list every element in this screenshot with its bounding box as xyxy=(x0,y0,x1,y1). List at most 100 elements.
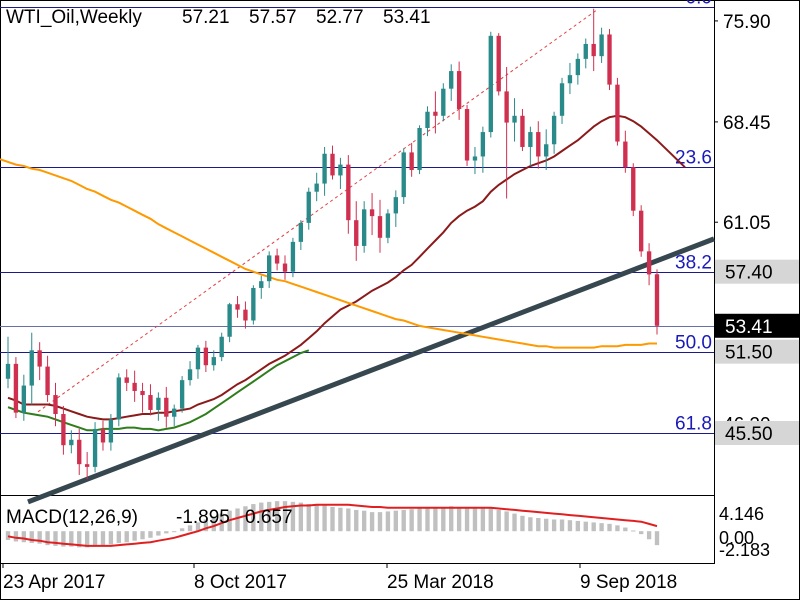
candle xyxy=(449,64,454,101)
candle-body xyxy=(314,183,319,192)
candle xyxy=(179,376,185,413)
candle xyxy=(108,414,114,451)
price-tick-label: 75.90 xyxy=(723,12,771,33)
macd-histogram-bar xyxy=(148,531,153,538)
macd-histogram-bar xyxy=(520,515,525,532)
candle xyxy=(504,67,509,199)
candle-body xyxy=(267,255,272,282)
candle-body xyxy=(433,111,438,116)
macd-histogram-bar xyxy=(53,531,58,546)
macd-histogram-bar xyxy=(306,504,311,532)
candle xyxy=(401,148,406,204)
candle xyxy=(464,104,470,166)
macd-histogram-bar xyxy=(156,531,161,536)
candle-body xyxy=(100,428,106,443)
candle xyxy=(385,209,391,244)
candle xyxy=(69,430,74,454)
candle-body xyxy=(512,115,517,123)
candle xyxy=(559,77,565,124)
candle-body xyxy=(607,34,612,85)
candle xyxy=(132,370,137,402)
macd-histogram-bar xyxy=(583,521,588,532)
candle-body xyxy=(251,287,256,321)
candle-body xyxy=(338,164,343,176)
macd-histogram-bar xyxy=(504,511,509,532)
macd-histogram-bar xyxy=(211,516,216,532)
candle xyxy=(298,220,304,250)
ma-green-line xyxy=(7,349,310,432)
macd-histogram-bar xyxy=(235,508,240,532)
candle xyxy=(346,155,351,234)
candle-body xyxy=(615,84,620,142)
macd-histogram-bar xyxy=(472,507,478,532)
candle-body xyxy=(298,222,304,242)
candle-body xyxy=(211,357,216,366)
ohlc-value: 52.77 xyxy=(316,7,364,28)
candle-body xyxy=(464,109,470,161)
candle-body xyxy=(654,274,660,326)
macd-tick-label: 0.00 xyxy=(719,528,754,548)
candle xyxy=(187,361,193,386)
ohlc-value: 53.41 xyxy=(383,7,431,28)
candle xyxy=(369,193,375,236)
macd-histogram-bar xyxy=(599,523,604,532)
candle-body xyxy=(567,75,573,84)
macd-histogram-bar xyxy=(591,522,596,532)
candle xyxy=(377,199,383,253)
macd-histogram-bar xyxy=(259,502,264,532)
candle-body xyxy=(354,220,359,246)
candle-body xyxy=(456,71,462,110)
candle-body xyxy=(13,363,19,413)
candle-body xyxy=(496,35,501,92)
candle xyxy=(433,91,438,134)
ohlc-value: 57.21 xyxy=(182,7,230,28)
candle xyxy=(441,83,446,122)
candle-body xyxy=(425,111,430,128)
macd-tick-label: 4.146 xyxy=(719,504,764,524)
candle xyxy=(282,255,288,280)
candle-body xyxy=(346,164,351,221)
fib-level-label: 61.8 xyxy=(675,414,712,435)
macd-histogram-bar xyxy=(274,501,280,532)
macd-histogram-bar xyxy=(13,531,19,542)
macd-histogram-bar xyxy=(29,531,34,543)
candle-body xyxy=(29,350,34,386)
candle-body xyxy=(449,71,454,89)
macd-histogram-bar xyxy=(61,531,66,547)
macd-histogram-bar xyxy=(37,531,42,544)
macd-histogram-bar xyxy=(607,523,612,532)
date-label: 8 Oct 2017 xyxy=(194,572,287,593)
candle-body xyxy=(504,91,509,123)
candle xyxy=(227,302,232,343)
macd-histogram-bar xyxy=(496,509,501,532)
macd-histogram-bar xyxy=(69,531,74,547)
candle-body xyxy=(377,216,383,238)
candle-body xyxy=(631,167,636,211)
macd-histogram-bar xyxy=(132,531,137,541)
macd-histogram-bar xyxy=(108,531,114,545)
candle-body xyxy=(259,281,264,288)
ohlc-value: 57.57 xyxy=(249,7,297,28)
macd-label: MACD(12,26,9) xyxy=(6,507,138,528)
macd-histogram-bar xyxy=(385,511,391,532)
price-marker-box xyxy=(715,421,799,445)
price-marker-label: 53.41 xyxy=(725,317,773,338)
date-label: 9 Sep 2018 xyxy=(580,572,677,593)
candle xyxy=(235,296,240,318)
macd-histogram-bar xyxy=(140,531,145,540)
candle xyxy=(251,285,256,325)
candle xyxy=(259,275,264,299)
candle xyxy=(488,31,493,138)
macd-histogram-bar xyxy=(528,517,533,532)
candle xyxy=(267,251,272,288)
candle xyxy=(124,369,129,391)
fib-level-label: 0.0 xyxy=(686,0,712,9)
candle xyxy=(623,130,628,173)
candle-body xyxy=(187,369,193,381)
candle-body xyxy=(156,397,161,410)
candle xyxy=(520,109,525,152)
candle-body xyxy=(172,408,177,417)
support-trendline xyxy=(27,236,715,505)
candle xyxy=(615,77,620,146)
